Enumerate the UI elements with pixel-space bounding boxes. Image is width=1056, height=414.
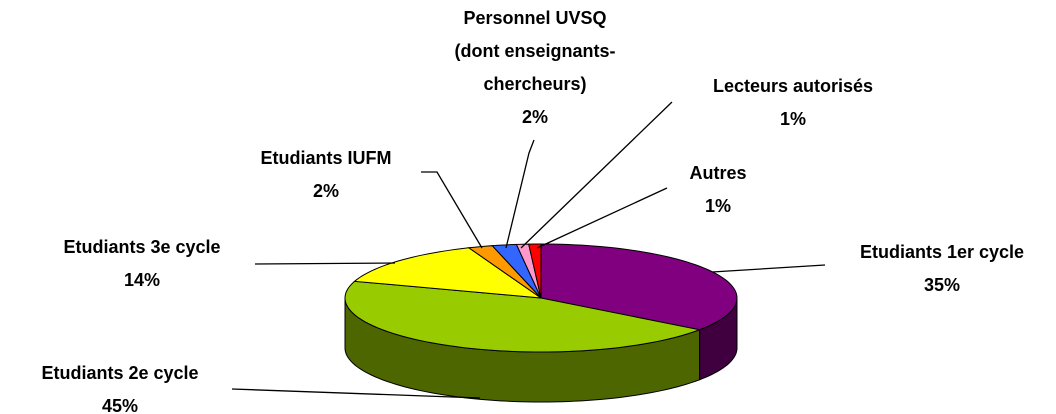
slice [353, 247, 543, 299]
leader-line [711, 264, 826, 273]
category-label: Etudiants 2e cycle [41, 363, 199, 383]
category-label: Etudiants IUFM [260, 148, 392, 168]
leader-line [231, 388, 481, 399]
leader-line [536, 187, 668, 249]
category-label: Autres [689, 163, 747, 183]
value-label: 2% [312, 181, 339, 201]
slice-label: Etudiants IUFM 2% [261, 142, 392, 208]
value-label: 35% [923, 275, 961, 295]
slice [344, 280, 702, 353]
slice-label: Etudiants 2e cycle 45% [41, 357, 198, 414]
category-label: Etudiants 1er cycle [859, 242, 1025, 262]
category-label: Lecteurs autorisés [712, 76, 874, 96]
slice [540, 243, 738, 331]
slice-label: Etudiants 3e cycle 14% [63, 231, 220, 297]
leader-line [254, 262, 396, 265]
slice-label: Personnel UVSQ (dont enseignants- cherch… [455, 2, 616, 134]
slice [528, 243, 542, 299]
category-label: Etudiants 3e cycle [63, 237, 221, 257]
value-label: 1% [779, 109, 807, 129]
value-label: 45% [101, 396, 139, 414]
slice-label: Autres 1% [689, 157, 746, 223]
value-label: 14% [123, 270, 161, 290]
leader-line [520, 101, 673, 249]
category-label: Personnel UVSQ (dont enseignants- cherch… [454, 8, 616, 94]
value-label: 1% [704, 196, 732, 216]
leader-line [421, 171, 483, 249]
leader-line [505, 139, 535, 249]
value-label: 2% [521, 107, 548, 127]
slice-label: Etudiants 1er cycle 35% [860, 236, 1024, 302]
slice-label: Lecteurs autorisés 1% [713, 70, 873, 136]
